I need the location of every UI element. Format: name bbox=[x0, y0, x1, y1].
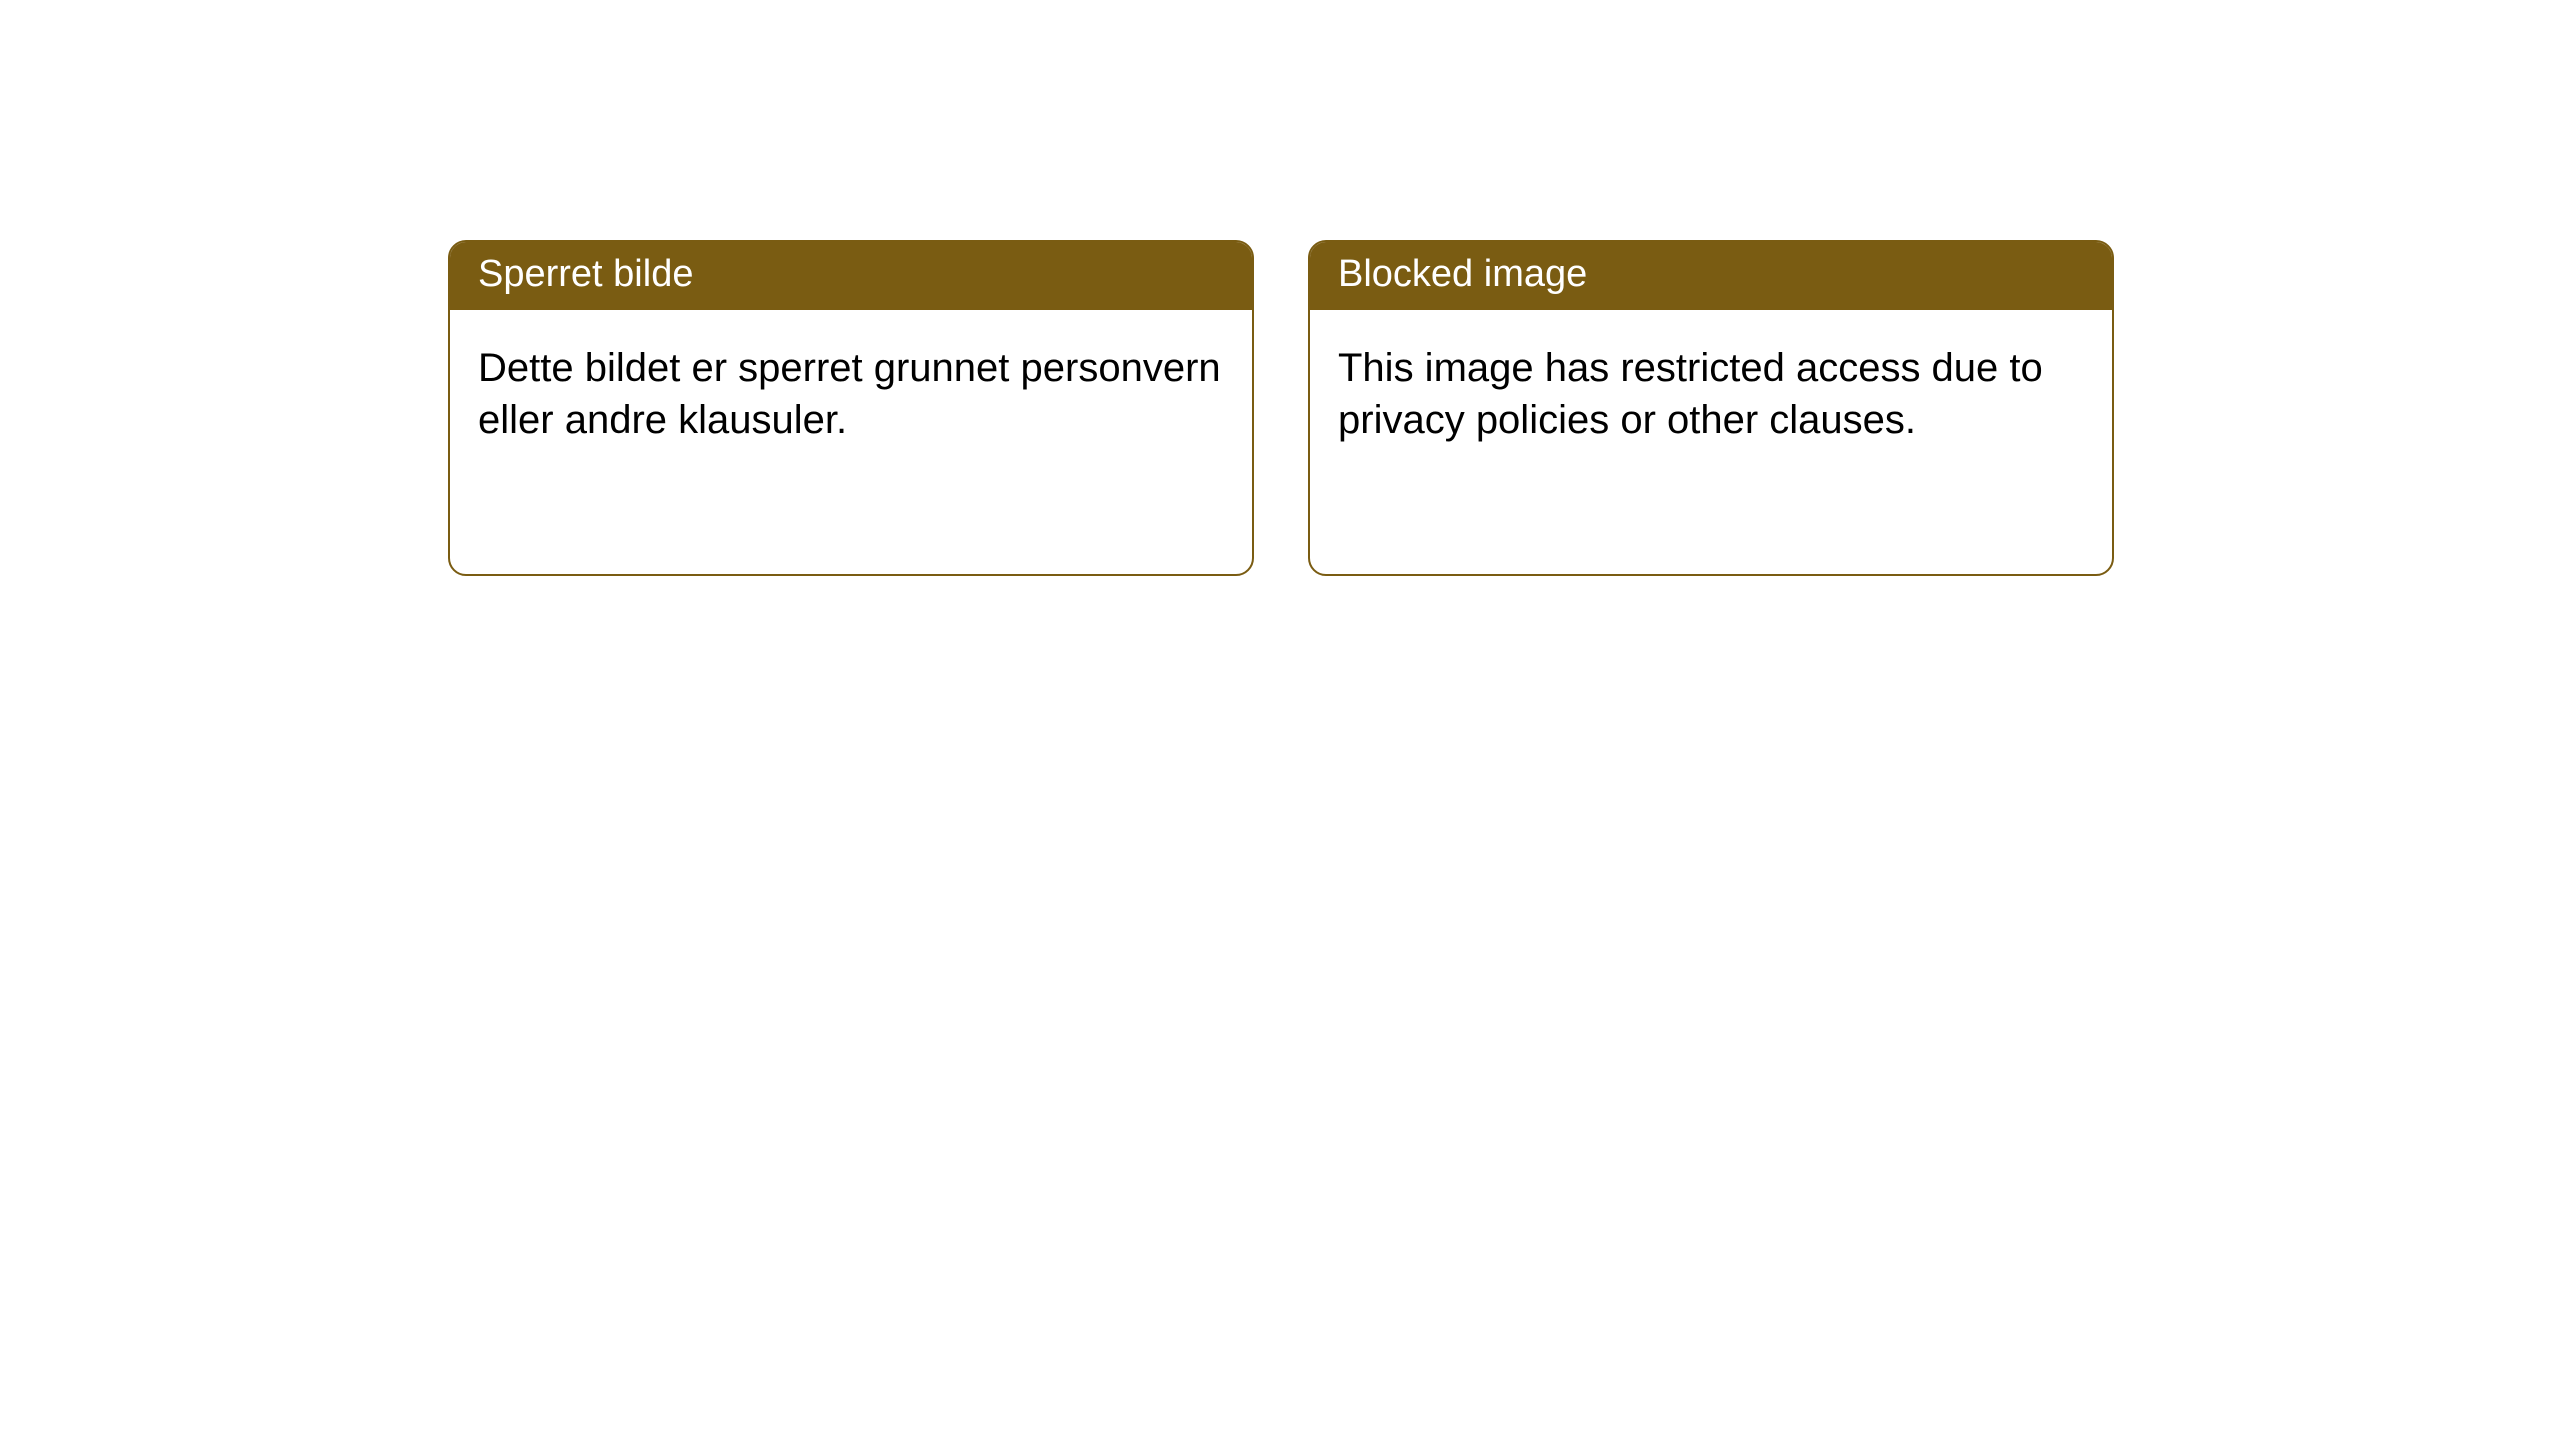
card-header: Blocked image bbox=[1310, 242, 2112, 310]
notice-cards-container: Sperret bilde Dette bildet er sperret gr… bbox=[448, 240, 2114, 576]
card-message: This image has restricted access due to … bbox=[1338, 346, 2043, 443]
card-title: Sperret bilde bbox=[478, 253, 693, 295]
card-message: Dette bildet er sperret grunnet personve… bbox=[478, 346, 1221, 443]
card-body: Dette bildet er sperret grunnet personve… bbox=[450, 310, 1252, 480]
card-body: This image has restricted access due to … bbox=[1310, 310, 2112, 480]
card-header: Sperret bilde bbox=[450, 242, 1252, 310]
notice-card-english: Blocked image This image has restricted … bbox=[1308, 240, 2114, 576]
card-title: Blocked image bbox=[1338, 253, 1587, 295]
notice-card-norwegian: Sperret bilde Dette bildet er sperret gr… bbox=[448, 240, 1254, 576]
